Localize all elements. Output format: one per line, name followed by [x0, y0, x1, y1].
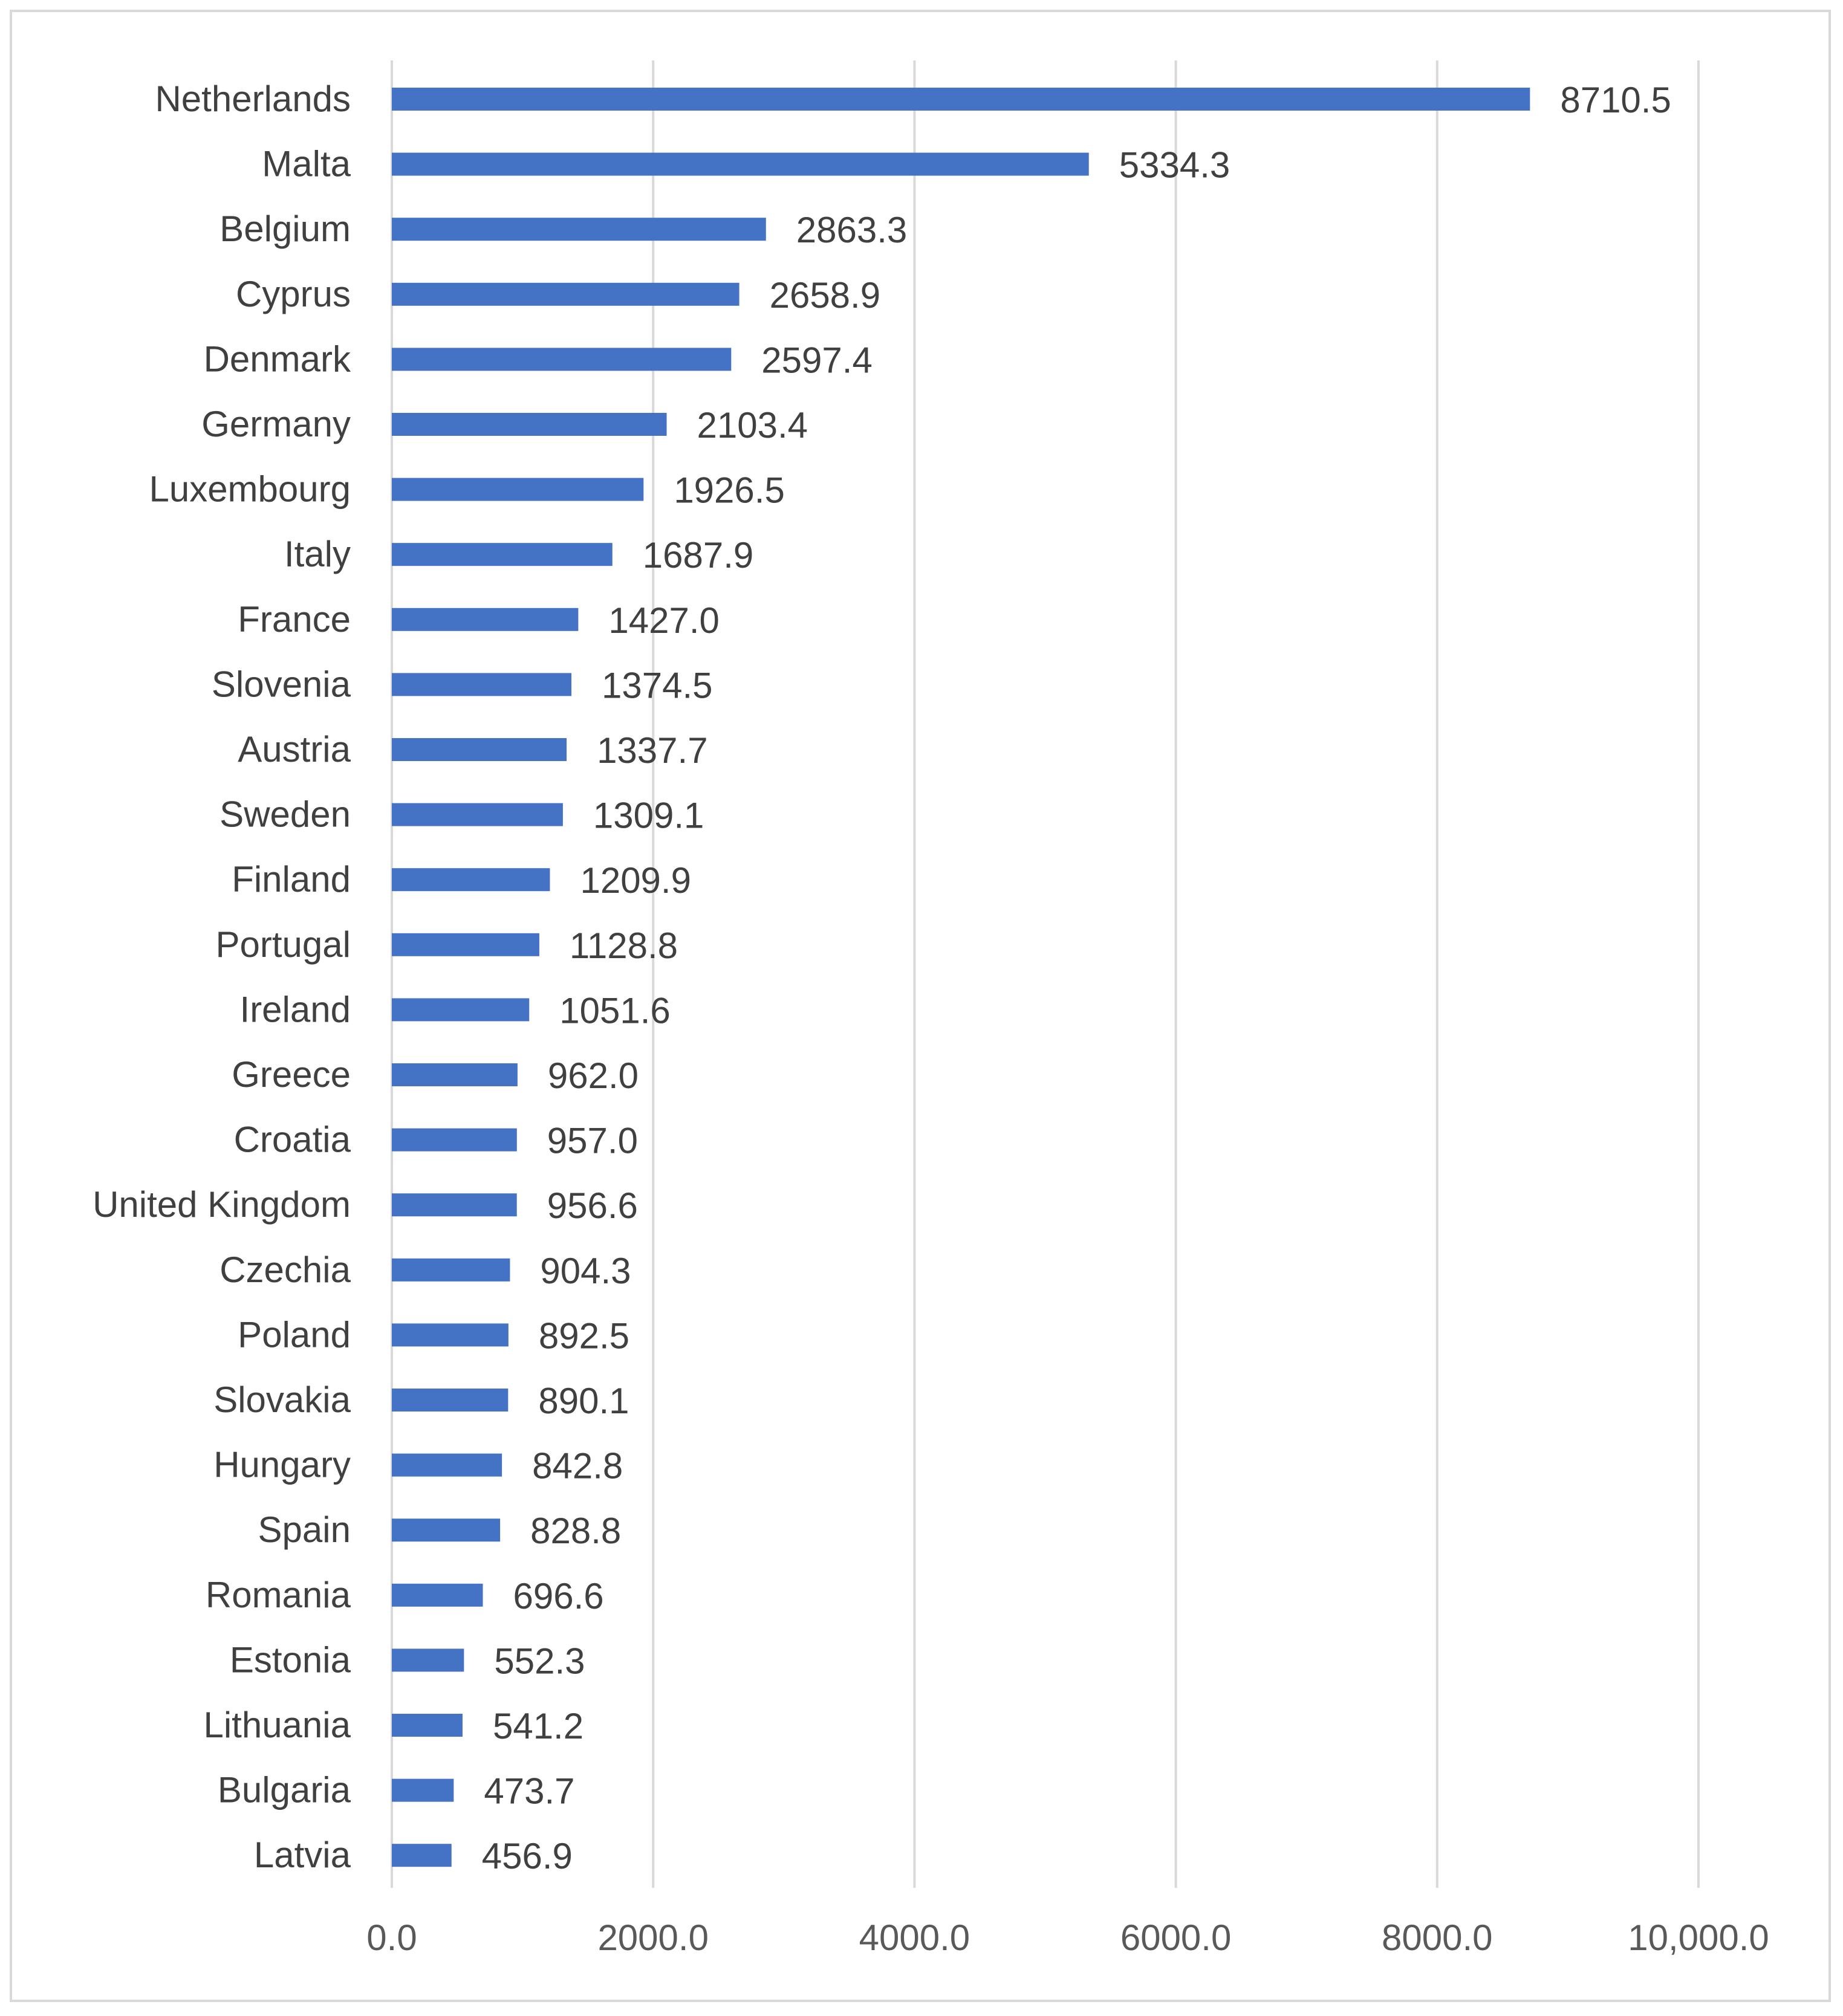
- bar-latvia: [392, 1844, 452, 1867]
- bar-bulgaria: [392, 1778, 454, 1802]
- bar-slovenia: [392, 673, 572, 696]
- bar-italy: [392, 543, 613, 566]
- bar-ireland: [392, 998, 530, 1022]
- value-label-germany: 2103.4: [697, 405, 808, 446]
- bar-portugal: [392, 933, 539, 956]
- value-label-slovakia: 890.1: [538, 1381, 629, 1421]
- category-label-slovakia: Slovakia: [213, 1379, 351, 1420]
- bar-lithuania: [392, 1714, 463, 1737]
- category-label-latvia: Latvia: [254, 1835, 351, 1875]
- bar-denmark: [392, 348, 732, 371]
- bar-slovakia: [392, 1389, 509, 1412]
- category-label-malta: Malta: [262, 144, 351, 184]
- value-label-luxembourg: 1926.5: [674, 470, 785, 511]
- category-label-czechia: Czechia: [219, 1249, 351, 1290]
- bar-austria: [392, 738, 567, 761]
- value-label-united-kingdom: 956.6: [547, 1185, 638, 1226]
- bar-germany: [392, 413, 667, 436]
- value-label-portugal: 1128.8: [570, 925, 678, 966]
- value-label-estonia: 552.3: [494, 1641, 585, 1681]
- value-label-sweden: 1309.1: [593, 796, 704, 836]
- category-label-finland: Finland: [232, 859, 351, 899]
- value-label-denmark: 2597.4: [761, 340, 873, 380]
- category-label-italy: Italy: [284, 534, 351, 574]
- value-label-romania: 696.6: [513, 1576, 604, 1616]
- labels: 0.0 2000.0 4000.0 6000.0 8000.0 10,000.0 Nethe…: [93, 79, 1769, 1958]
- category-label-germany: Germany: [201, 404, 351, 444]
- bar-poland: [392, 1323, 509, 1347]
- value-label-netherlands: 8710.5: [1560, 80, 1671, 120]
- category-label-greece: Greece: [232, 1054, 351, 1095]
- value-label-ireland: 1051.6: [559, 990, 671, 1031]
- value-label-czechia: 904.3: [540, 1251, 631, 1291]
- category-label-france: France: [238, 599, 351, 640]
- value-label-lithuania: 541.2: [493, 1706, 583, 1746]
- value-label-slovenia: 1374.5: [602, 665, 713, 705]
- value-label-latvia: 456.9: [482, 1836, 573, 1876]
- category-label-denmark: Denmark: [204, 339, 351, 379]
- value-label-austria: 1337.7: [597, 730, 708, 771]
- bar-hungary: [392, 1453, 502, 1477]
- value-label-cyprus: 2658.9: [770, 275, 881, 316]
- value-label-finland: 1209.9: [580, 860, 691, 901]
- x-tick-label: 6000.0: [1120, 1917, 1232, 1958]
- x-tick-label: 0.0: [366, 1917, 417, 1958]
- bar-luxembourg: [392, 478, 644, 501]
- bar-malta: [392, 152, 1089, 176]
- value-label-hungary: 842.8: [532, 1446, 623, 1486]
- category-label-lithuania: Lithuania: [203, 1705, 351, 1745]
- category-label-estonia: Estonia: [230, 1639, 351, 1680]
- bar-chart: 0.0 2000.0 4000.0 6000.0 8000.0 10,000.0 Nethe…: [93, 60, 1769, 1958]
- value-label-france: 1427.0: [608, 600, 720, 641]
- value-label-malta: 5334.3: [1119, 145, 1230, 186]
- value-label-belgium: 2863.3: [796, 210, 908, 250]
- x-tick-label: 8000.0: [1382, 1917, 1493, 1958]
- value-label-greece: 962.0: [548, 1055, 639, 1096]
- category-label-sweden: Sweden: [219, 794, 351, 835]
- category-label-croatia: Croatia: [234, 1120, 351, 1160]
- category-label-poland: Poland: [238, 1314, 351, 1355]
- value-label-poland: 892.5: [539, 1315, 629, 1356]
- category-label-portugal: Portugal: [216, 924, 351, 965]
- bar-greece: [392, 1063, 518, 1086]
- value-label-croatia: 957.0: [547, 1121, 638, 1161]
- value-label-bulgaria: 473.7: [484, 1771, 574, 1812]
- category-label-slovenia: Slovenia: [212, 664, 351, 704]
- bar-cyprus: [392, 282, 739, 306]
- bar-estonia: [392, 1648, 464, 1672]
- value-label-italy: 1687.9: [643, 535, 754, 575]
- category-label-netherlands: Netherlands: [155, 79, 351, 119]
- bar-sweden: [392, 803, 563, 826]
- bar-romania: [392, 1583, 483, 1607]
- category-label-spain: Spain: [258, 1509, 351, 1550]
- category-label-romania: Romania: [206, 1575, 351, 1615]
- category-label-ireland: Ireland: [240, 989, 351, 1029]
- bar-belgium: [392, 218, 766, 241]
- x-tick-label: 2000.0: [597, 1917, 709, 1958]
- bar-united-kingdom: [392, 1193, 517, 1217]
- bar-netherlands: [392, 88, 1530, 111]
- category-label-belgium: Belgium: [219, 209, 351, 249]
- category-label-cyprus: Cyprus: [236, 274, 351, 314]
- category-label-luxembourg: Luxembourg: [149, 469, 351, 510]
- category-label-united-kingdom: United Kingdom: [93, 1184, 351, 1225]
- bar-finland: [392, 868, 550, 892]
- bars: [392, 88, 1530, 1867]
- category-label-austria: Austria: [238, 729, 351, 770]
- chart-frame: 0.0 2000.0 4000.0 6000.0 8000.0 10,000.0 Nethe…: [10, 10, 1831, 2002]
- x-tick-label: 4000.0: [859, 1917, 970, 1958]
- bar-croatia: [392, 1128, 517, 1152]
- bar-czechia: [392, 1258, 510, 1282]
- x-tick-label: 10,000.0: [1628, 1917, 1769, 1958]
- bar-spain: [392, 1518, 501, 1542]
- bar-france: [392, 608, 579, 631]
- category-label-hungary: Hungary: [213, 1445, 351, 1485]
- value-label-spain: 828.8: [530, 1511, 621, 1551]
- category-label-bulgaria: Bulgaria: [218, 1770, 351, 1810]
